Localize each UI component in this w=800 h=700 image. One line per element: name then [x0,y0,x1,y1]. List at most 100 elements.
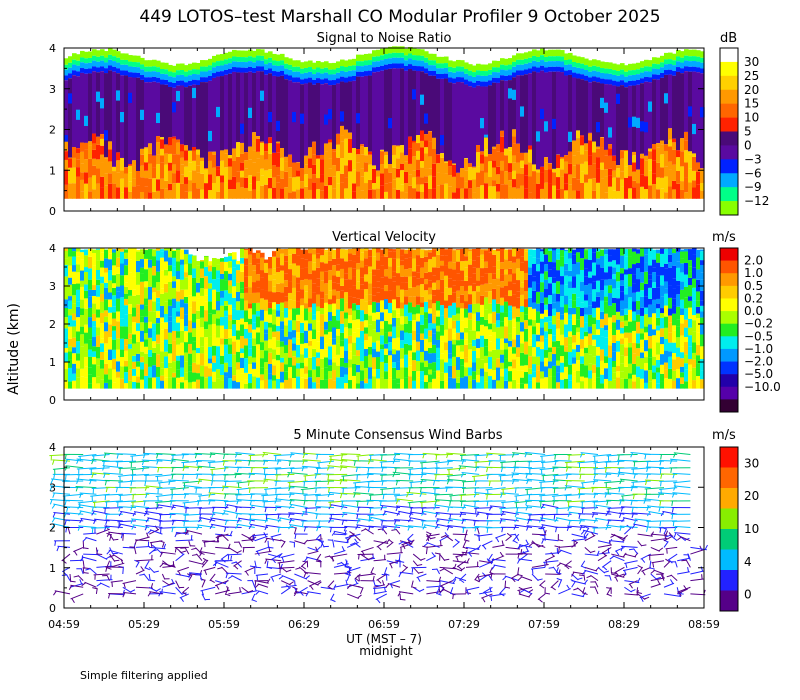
vv-cell [620,344,625,356]
vv-cell [376,378,381,389]
snr-cell [252,50,257,58]
wind-barb [52,523,71,528]
vv-cell [172,308,177,320]
vv-cell [660,336,665,345]
snr-cell [340,182,345,199]
wind-barb [200,586,216,592]
snr-cell [196,74,201,81]
snr-cell [356,54,361,62]
vv-cell [100,333,105,339]
vv-cell [232,286,237,298]
snr-cell [96,136,101,145]
vv-cell [160,362,165,369]
snr-cell [196,188,201,199]
vv-cell [296,255,301,266]
vv-cell [276,365,281,379]
snr-cell [160,155,165,163]
snr-cell [376,66,381,72]
vv-cell [240,367,245,374]
wind-barb [266,560,269,569]
wind-barb-flag [109,554,115,558]
vv-cell [120,326,125,339]
vv-cell [552,341,557,347]
vv-cell [664,327,669,339]
snr-cell [624,150,629,167]
vv-cell [324,367,329,375]
snr-cell [124,75,129,168]
vv-cell [528,380,533,389]
vv-cell [140,251,145,260]
vv-cell [72,326,77,338]
snr-cell [284,187,289,199]
vv-cell [348,279,353,289]
wind-barb-flag [184,527,187,533]
snr-cell [108,54,113,60]
wind-barb [106,574,111,581]
snr-cell [508,75,513,81]
snr-cell [464,188,469,199]
vv-cell [648,265,653,275]
snr-cell [692,180,697,188]
vv-cell [492,249,497,255]
vv-cell [208,265,213,272]
snr-cell [240,153,245,163]
vv-cell [492,299,497,312]
vv-cell [600,360,605,370]
vv-cell [372,256,377,270]
vv-cell [148,337,153,350]
snr-cell [232,49,237,57]
snr-cell [408,163,413,175]
snr-cell [236,50,241,57]
snr-cell [656,147,661,163]
snr-cell [380,70,385,150]
snr-cell [260,185,265,199]
snr-cell [340,111,345,122]
vv-cell [576,382,581,389]
snr-cell [172,164,177,174]
vv-cell [676,248,681,252]
vv-cell [596,307,601,320]
vv-cell [584,347,589,354]
snr-cell [200,77,205,83]
snr-cell [676,56,681,62]
snr-cell [600,68,605,73]
vv-cell [80,334,85,347]
vv-cell [476,303,481,313]
vv-cell [152,275,157,288]
snr-cell [184,191,189,199]
vv-cell [388,355,393,367]
snr-cell [100,138,105,146]
snr-cell [100,55,105,61]
vv-cell [372,368,377,377]
vv-cell [464,248,469,257]
snr-cell [600,72,605,79]
vv-cell [140,259,145,268]
vv-cell [680,281,685,290]
vv-cell [280,265,285,271]
vv-cell [640,307,645,316]
vv-cell [624,379,629,389]
vv-cell [404,323,409,333]
vv-cell [476,331,481,339]
vv-cell [364,250,369,259]
snr-cell [680,151,685,167]
vv-cell [404,249,409,254]
vv-cell [556,301,561,313]
vv-cell [224,300,229,306]
snr-cell [120,178,125,193]
vv-cell [296,301,301,309]
vv-cell [320,298,325,309]
vv-cell [360,277,365,285]
vv-cell [600,279,605,291]
vv-cell [592,275,597,282]
snr-cell [420,161,425,168]
vv-cell [104,267,109,273]
vv-cell [632,353,637,364]
wind-barb [227,553,242,556]
vv-cell [500,262,505,269]
snr-cell [396,52,401,58]
wind-barb [155,473,176,478]
vv-cell [440,271,445,280]
snr-cell [352,148,357,153]
snr-cell [516,53,521,60]
